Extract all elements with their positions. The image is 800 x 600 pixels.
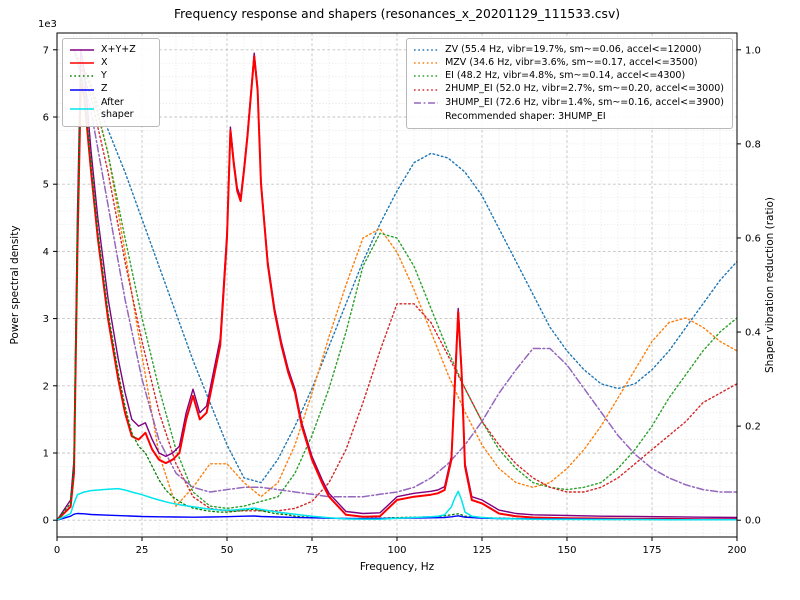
y-axis-label-right: Shaper vibration reduction (ratio) <box>764 196 776 374</box>
y-tick-label-left: 6 <box>43 113 49 124</box>
psd-curve-After shaper <box>57 487 737 521</box>
legend-item-2HUMP_EI: 2HUMP_EI (52.0 Hz, vibr=2.7%, sm~=0.20, … <box>413 83 724 95</box>
y-axis-multiplier: 1e3 <box>38 19 57 30</box>
x-tick-label: 100 <box>387 545 406 556</box>
y-tick-label-left: 2 <box>43 381 49 392</box>
legend-line-sample <box>414 62 439 65</box>
series-group <box>57 49 737 522</box>
y-tick-label-right: 0.6 <box>745 233 761 244</box>
legend-line-sample <box>414 75 439 78</box>
legend-label: 3HUMP_EI (72.6 Hz, vibr=1.4%, sm~=0.16, … <box>445 96 724 108</box>
legend-line-sample <box>70 49 94 51</box>
legend-item-MZV: MZV (34.6 Hz, vibr=3.6%, sm~=0.17, accel… <box>413 57 724 69</box>
legend-item-ZV: ZV (55.4 Hz, vibr=19.7%, sm~=0.06, accel… <box>413 44 724 56</box>
legend-label: Y <box>101 70 107 82</box>
legend-label: X+Y+Z <box>101 44 136 55</box>
y-tick-label-right: 0.2 <box>745 422 761 433</box>
legend-item-Z: Z <box>69 83 151 95</box>
legend-line-sample <box>414 88 439 91</box>
y-tick-label-left: 5 <box>43 180 49 191</box>
legend-shapers: ZV (55.4 Hz, vibr=19.7%, sm~=0.06, accel… <box>406 38 733 129</box>
legend-line-sample <box>70 88 94 91</box>
y-tick-label-left: 0 <box>43 516 49 527</box>
legend-item-X: X <box>69 57 151 69</box>
x-tick-label: 125 <box>472 545 491 556</box>
y-tick-label-left: 7 <box>43 45 49 56</box>
y-tick-label-right: 1.0 <box>745 45 761 56</box>
legend-item-After shaper: After shaper <box>69 97 151 121</box>
x-tick-label: 150 <box>557 545 576 556</box>
legend-label: 2HUMP_EI (52.0 Hz, vibr=2.7%, sm~=0.20, … <box>445 83 724 95</box>
y-tick-label-left: 1 <box>43 449 49 460</box>
shaper-curve-2HUMP_EI <box>73 49 737 512</box>
x-tick-label: 25 <box>136 545 149 556</box>
legend-label: ZV (55.4 Hz, vibr=19.7%, sm~=0.06, accel… <box>445 44 702 55</box>
legend-item-Y: Y <box>69 70 151 82</box>
legend-label: Z <box>101 83 108 95</box>
legend-line-sample <box>414 49 439 51</box>
y-axis-label-left: Power spectral density <box>9 225 21 345</box>
shaper-curve-MZV <box>73 49 737 507</box>
y-tick-label-left: 3 <box>43 314 49 325</box>
psd-curve-Y <box>57 76 737 521</box>
recommended-shaper-note: Recommended shaper: 3HUMP_EI <box>445 110 606 122</box>
legend-line-sample <box>70 62 94 65</box>
legend-psd: X+Y+Z X Y Z After shaper <box>62 38 160 127</box>
x-axis-label: Frequency, Hz <box>359 561 435 573</box>
x-tick-label: 50 <box>221 545 234 556</box>
shaper-curve-EI <box>73 49 737 510</box>
legend-label: After shaper <box>101 96 134 120</box>
legend-line-sample <box>70 107 94 110</box>
legend-line-sample <box>414 101 439 104</box>
y-tick-label-right: 0.8 <box>745 139 761 150</box>
shaper-curve-3HUMP_EI <box>73 49 737 498</box>
x-tick-label: 175 <box>642 545 661 556</box>
legend-label: EI (48.2 Hz, vibr=4.8%, sm~=0.14, accel<… <box>445 70 686 82</box>
legend-item-X+Y+Z: X+Y+Z <box>69 44 151 56</box>
y-tick-label-right: 0.0 <box>745 516 761 527</box>
legend-line-sample <box>70 75 94 78</box>
x-tick-label: 0 <box>54 545 60 556</box>
legend-label: MZV (34.6 Hz, vibr=3.6%, sm~=0.17, accel… <box>445 57 698 69</box>
x-tick-label: 75 <box>306 545 319 556</box>
chart-title: Frequency response and shapers (resonanc… <box>173 7 621 21</box>
shaper-curve-ZV <box>73 49 737 484</box>
legend-item-EI: EI (48.2 Hz, vibr=4.8%, sm~=0.14, accel<… <box>413 70 724 82</box>
x-tick-label: 200 <box>727 545 746 556</box>
y-tick-label-left: 4 <box>43 247 49 258</box>
legend-item-3HUMP_EI: 3HUMP_EI (72.6 Hz, vibr=1.4%, sm~=0.16, … <box>413 97 724 109</box>
y-tick-label-right: 0.4 <box>745 328 761 339</box>
legend-label: X <box>101 57 108 69</box>
